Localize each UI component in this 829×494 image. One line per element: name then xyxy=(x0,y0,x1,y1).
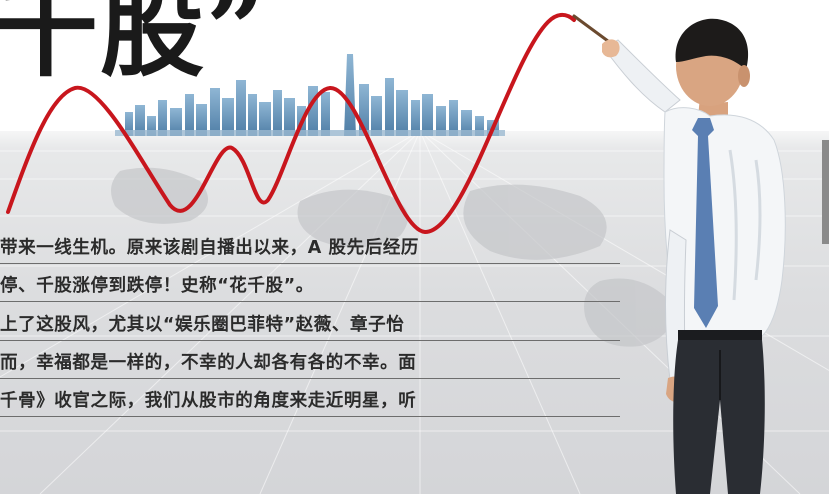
headline-title: 千股” xyxy=(0,0,268,91)
body-line: 上了这股风，尤其以“娱乐圈巴菲特”赵薇、章子怡 xyxy=(0,310,620,341)
body-line: 停、千股涨停到跌停！史称“花千股”。 xyxy=(0,271,620,302)
body-line: 而，幸福都是一样的，不幸的人却各有各的不幸。面 xyxy=(0,348,620,379)
body-line: 带来一线生机。原来该剧自播出以来，A 股先后经历 xyxy=(0,233,620,264)
page-edge-bar xyxy=(822,140,829,244)
businessman-pointing-illustration xyxy=(572,14,786,494)
city-skyline xyxy=(115,54,505,136)
pointer-stick xyxy=(572,14,614,46)
body-line: 千骨》收官之际，我们从股市的角度来走近明星，听 xyxy=(0,386,620,417)
